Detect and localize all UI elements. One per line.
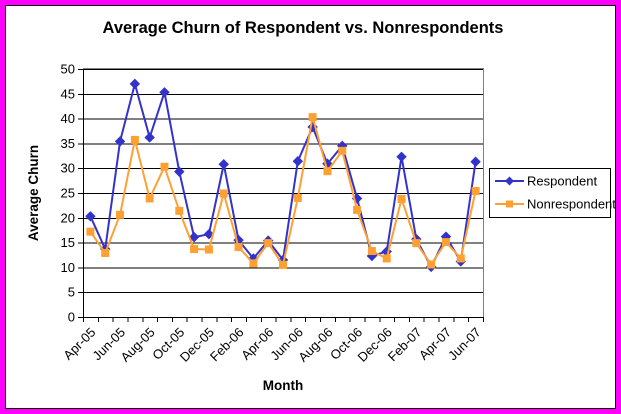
data-point-marker (470, 156, 481, 167)
plot-area[interactable]: 05101520253035404550Apr-05Jun-05Aug-05Oc… (60, 62, 484, 365)
data-point-marker (160, 162, 169, 171)
y-tick-label: 30 (61, 161, 75, 176)
data-point-marker (129, 78, 141, 90)
data-point-marker (456, 254, 465, 263)
respondent-diamond-icon (505, 176, 514, 186)
y-axis-title: Average Churn (26, 145, 41, 241)
x-tick-label: Feb-07 (385, 325, 425, 365)
chart-canvas: Average Churn of Respondent vs. Nonrespo… (5, 5, 616, 409)
data-point-marker (293, 193, 302, 202)
data-point-marker (101, 249, 110, 258)
data-point-marker (441, 238, 450, 247)
data-point-marker (204, 245, 213, 254)
nonrespondent-square-icon (506, 200, 513, 208)
legend-entry-respondent[interactable]: Respondent (495, 174, 597, 189)
data-point-marker (175, 206, 184, 215)
legend-label-respondent: Respondent (527, 174, 597, 189)
y-tick-label: 45 (61, 86, 75, 101)
y-tick-label: 50 (61, 62, 75, 77)
data-point-marker (114, 136, 126, 147)
data-point-marker (412, 239, 421, 248)
data-point-marker (382, 254, 391, 263)
legend-entry-nonrespondent[interactable]: Nonrespondent (495, 197, 615, 212)
chart-title: Average Churn of Respondent vs. Nonrespo… (103, 19, 504, 37)
y-tick-label: 40 (61, 111, 75, 126)
data-point-marker (367, 247, 376, 256)
data-point-marker (203, 228, 215, 240)
data-point-marker (218, 159, 229, 170)
data-point-marker (338, 146, 347, 155)
data-point-marker (190, 245, 199, 254)
data-point-marker (427, 260, 436, 269)
data-point-marker (308, 113, 317, 122)
y-tick-label: 20 (61, 210, 75, 225)
data-point-marker (159, 87, 170, 98)
x-tick-label: Feb-06 (207, 325, 247, 365)
data-point-marker (323, 167, 332, 176)
data-point-marker (249, 259, 258, 268)
x-tick-label: Jun-07 (445, 325, 484, 364)
data-point-marker (397, 194, 406, 203)
data-point-marker (219, 189, 228, 198)
y-tick-label: 35 (61, 136, 75, 151)
data-point-marker (353, 205, 362, 214)
legend[interactable]: Respondent Nonrespondent (489, 168, 616, 218)
data-point-marker (188, 231, 200, 243)
data-point-marker (85, 211, 96, 222)
data-point-marker (471, 187, 480, 196)
y-tick-label: 5 (68, 285, 75, 300)
data-point-marker (130, 135, 139, 144)
legend-label-nonrespondent: Nonrespondent (527, 197, 615, 212)
data-point-marker (234, 243, 243, 252)
data-point-marker (264, 239, 273, 248)
y-tick-label: 25 (61, 186, 75, 201)
data-point-marker (279, 260, 287, 269)
x-axis-title: Month (263, 378, 303, 393)
data-point-marker (174, 166, 185, 177)
data-point-marker (145, 194, 154, 203)
y-tick-label: 0 (68, 310, 75, 325)
data-point-marker (144, 132, 155, 143)
data-point-marker (116, 210, 125, 219)
data-point-marker (396, 151, 407, 162)
y-tick-label: 15 (61, 235, 75, 250)
y-tick-label: 10 (61, 260, 75, 275)
series-nonrespondent (86, 113, 480, 269)
churn-line-chart[interactable]: Average Churn of Respondent vs. Nonrespo… (6, 6, 615, 408)
data-point-marker (86, 227, 95, 236)
data-point-marker (292, 156, 304, 167)
